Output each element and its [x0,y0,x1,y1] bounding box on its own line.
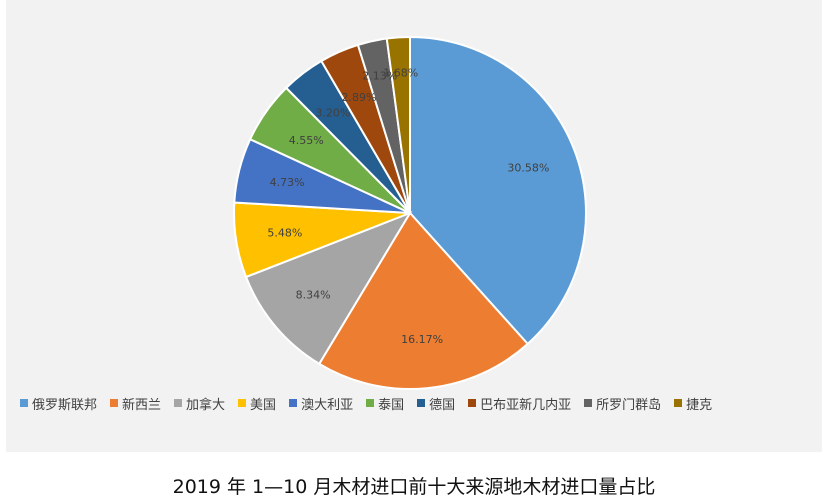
legend-label-8: 所罗门群岛 [596,397,662,413]
legend-item-4: 澳大利亚 [289,394,353,413]
data-label-9: 1.68% [383,67,418,80]
data-label-0: 30.58% [507,162,549,175]
data-label-5: 4.55% [289,134,324,147]
legend-swatch-5 [366,399,375,407]
legend-swatch-1 [110,399,119,407]
legend-swatch-2 [174,399,183,407]
legend-swatch-4 [289,399,298,407]
legend-item-2: 加拿大 [174,394,225,413]
pie-slice-0 [409,35,587,346]
legend-label-3: 美国 [250,397,277,413]
legend-swatch-8 [584,399,593,407]
legend-swatch-0 [20,399,28,407]
pie-slice-1 [317,211,530,390]
legend-item-5: 泰国 [366,394,404,413]
legend-item-1: 新西兰 [110,394,161,413]
legend-label-6: 德国 [429,397,456,413]
legend-swatch-9 [674,399,683,407]
data-label-6: 3.20% [315,106,350,119]
data-label-4: 4.73% [270,176,305,189]
legend-label-7: 巴布亚新几内亚 [480,397,572,413]
data-label-3: 5.48% [267,227,302,240]
legend-swatch-6 [417,399,426,407]
pie-chart: 30.58% 16.17% 8.34% 5.48% 4.73% 4.55% 3.20% 2.8… [233,35,587,390]
legend-label-5: 泰国 [378,397,405,413]
legend-label-9: 捷克 [686,397,713,413]
legend-item-3: 美国 [238,394,276,413]
legend: 俄罗斯联邦 新西兰 加拿大 美国 澳大利亚 泰国 德国 巴布亚新几内亚 所罗门群岛 捷克 [20,393,712,413]
legend-item-6: 德国 [417,394,455,413]
pie-slice-9 [385,35,411,214]
data-label-8: 2.13% [362,69,397,82]
legend-swatch-7 [468,399,477,407]
legend-item-8: 所罗门群岛 [584,394,661,413]
legend-label-4: 澳大利亚 [301,397,354,413]
legend-label-1: 新西兰 [122,397,162,413]
legend-item-7: 巴布亚新几内亚 [468,394,571,413]
legend-item-0: 俄罗斯联邦 [20,394,97,413]
data-label-7: 2.89% [342,91,377,104]
legend-swatch-3 [238,399,247,407]
chart-caption: 2019 年 1—10 月木材进口前十大来源地木材进口量占比 [172,476,656,498]
legend-label-2: 加拿大 [186,397,226,413]
pie-slice-2 [244,211,413,366]
chart-panel: 30.58% 16.17% 8.34% 5.48% 4.73% 4.55% 3.20% 2.8… [6,0,822,452]
legend-item-9: 捷克 [674,394,712,413]
data-label-1: 16.17% [401,333,443,346]
data-label-2: 8.34% [296,289,331,302]
legend-label-0: 俄罗斯联邦 [32,397,98,413]
